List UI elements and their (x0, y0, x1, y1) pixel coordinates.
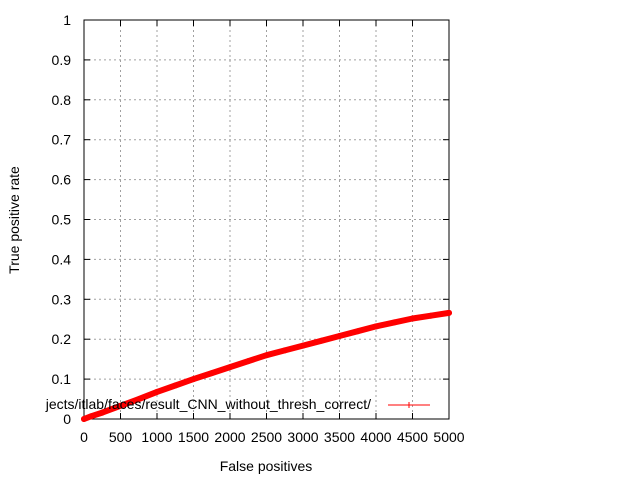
y-tick-label: 0.8 (52, 92, 72, 108)
series-point (318, 337, 325, 344)
series-point (391, 319, 398, 326)
series-point (409, 315, 416, 322)
y-tick-label: 0.5 (52, 212, 72, 228)
series-point (81, 416, 87, 422)
series-point (99, 409, 106, 416)
legend: jects/itlab/faces/result_CNN_without_thr… (45, 396, 430, 412)
y-tick-label: 0.2 (52, 331, 72, 347)
series-point (154, 388, 160, 395)
y-tick-label: 0.7 (52, 132, 72, 148)
series-point (354, 328, 361, 335)
series-point (336, 333, 343, 339)
series-point (300, 342, 306, 349)
series-point (227, 364, 233, 371)
x-tick-label: 4500 (397, 429, 428, 445)
x-tick-label: 1000 (141, 429, 172, 445)
y-tick-label: 0.4 (52, 251, 72, 267)
series-point (208, 370, 215, 377)
x-tick-label: 1500 (178, 429, 209, 445)
x-tick-label: 500 (109, 429, 133, 445)
y-tick-label: 0 (63, 411, 71, 427)
y-tick-label: 1 (63, 12, 71, 28)
series-layer (81, 309, 452, 422)
series-point (281, 347, 288, 354)
plot-frame (83, 19, 450, 420)
series-point (245, 358, 252, 365)
series-line (81, 309, 452, 422)
series-point (190, 376, 197, 383)
series-point (427, 312, 434, 319)
y-tick-label: 0.1 (52, 371, 72, 387)
y-axis-label: True positive rate (6, 166, 22, 274)
x-tick-labels: 0 500 1000 1500 2000 2500 3000 3500 4000 4500 5000 (80, 429, 465, 445)
grid-lines (84, 20, 449, 419)
series-point (373, 323, 379, 330)
x-tick-label: 2000 (214, 429, 245, 445)
legend-label: jects/itlab/faces/result_CNN_without_thr… (45, 396, 371, 412)
series-point (446, 309, 452, 316)
x-tick-label: 3500 (324, 429, 355, 445)
x-axis-label: False positives (220, 458, 313, 474)
x-tick-label: 5000 (433, 429, 464, 445)
x-tick-label: 4000 (360, 429, 391, 445)
series-point (172, 382, 179, 389)
y-tick-label: 0.9 (52, 52, 72, 68)
y-tick-label: 0.6 (52, 172, 72, 188)
series-point (135, 396, 142, 403)
x-tick-label: 2500 (251, 429, 282, 445)
x-tick-label: 3000 (287, 429, 318, 445)
y-tick-label: 0.3 (52, 291, 72, 307)
series-point (263, 352, 270, 359)
series-point (88, 413, 95, 420)
series-point (117, 402, 124, 409)
y-tick-labels: 0 0.1 0.2 0.3 0.4 0.5 0.6 0.7 0.8 0.9 1 (52, 12, 72, 427)
axis-ticks (83, 19, 450, 420)
x-tick-label: 0 (80, 429, 88, 445)
